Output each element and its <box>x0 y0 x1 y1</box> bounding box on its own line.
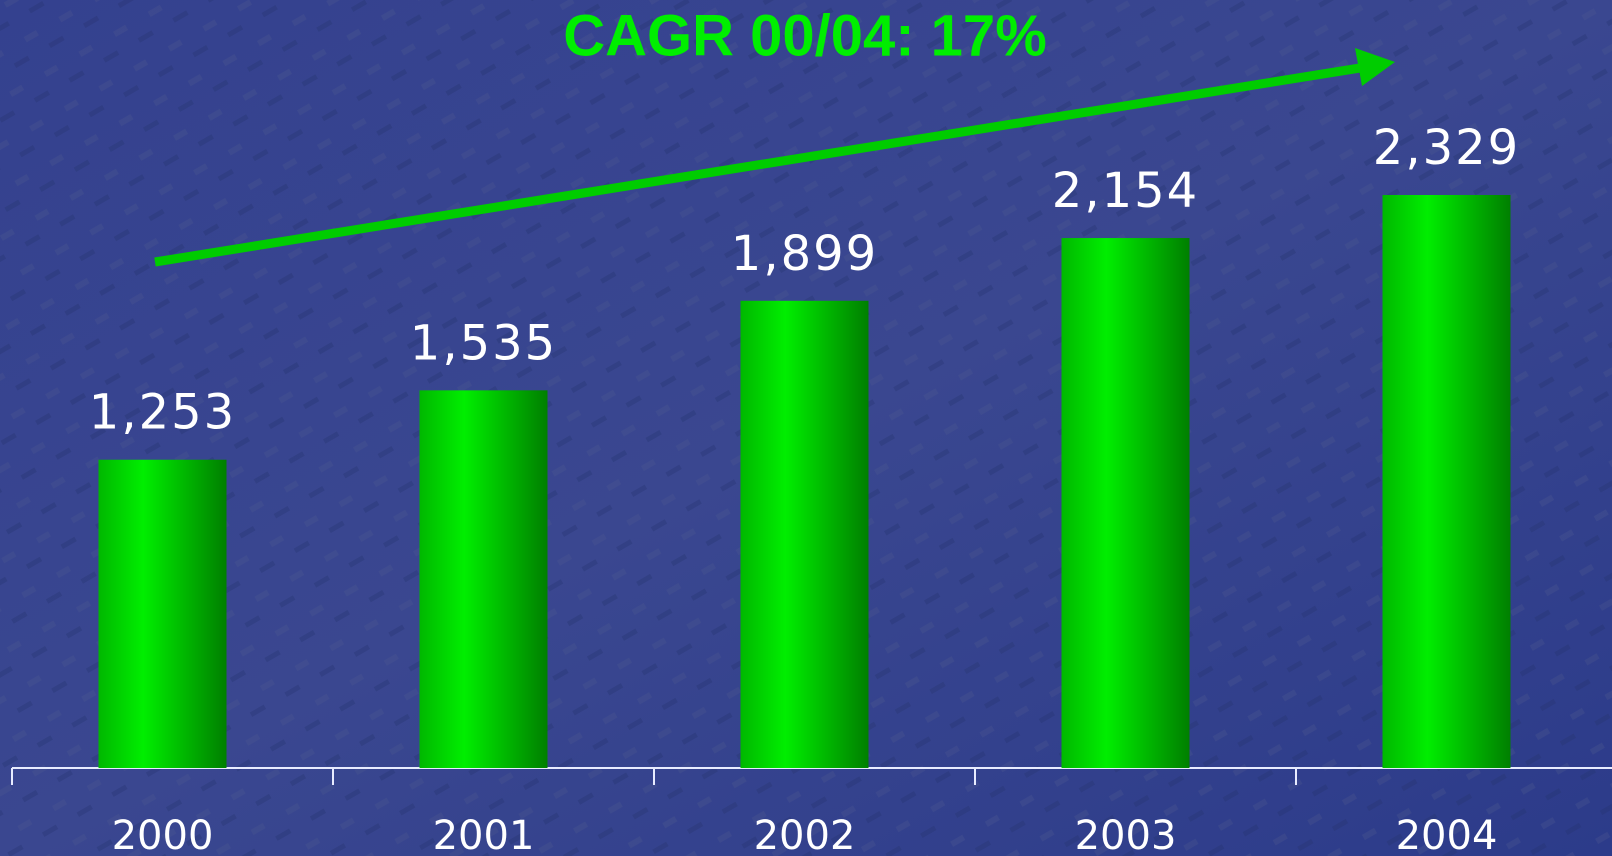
x-tick-label: 2004 <box>1396 813 1498 856</box>
x-tick-label: 2001 <box>433 813 535 856</box>
value-label: 1,253 <box>89 385 236 441</box>
bar <box>1061 238 1190 769</box>
x-tick-label: 2003 <box>1075 813 1177 856</box>
value-label: 2,154 <box>1052 163 1199 219</box>
value-label: 2,329 <box>1373 120 1520 176</box>
trend-arrow <box>154 48 1395 267</box>
value-label: 1,535 <box>410 315 557 371</box>
chart-title: CAGR 00/04: 17% <box>563 3 1047 68</box>
bar <box>1382 195 1511 768</box>
x-tick-label: 2000 <box>112 813 214 856</box>
bar <box>740 300 869 768</box>
bar <box>98 459 227 768</box>
value-label: 1,899 <box>731 226 878 282</box>
x-tick-label: 2002 <box>754 813 856 856</box>
bar <box>419 390 548 768</box>
